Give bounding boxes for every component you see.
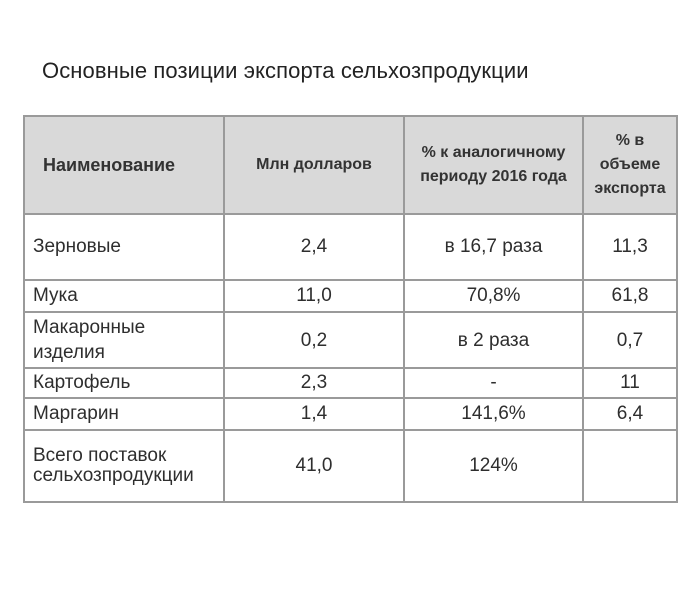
row-pct-export: 61,8 <box>582 279 678 313</box>
row-name: Зерновые <box>23 213 225 281</box>
table-row: Зерновые 2,4 в 16,7 раза 11,3 <box>23 213 678 281</box>
table-body: Зерновые 2,4 в 16,7 раза 11,3 Мука 11,0 … <box>23 213 678 503</box>
table-row: Маргарин 1,4 141,6% 6,4 <box>23 397 678 431</box>
row-pct-vs-2016: 70,8% <box>403 279 584 313</box>
row-pct-export: 6,4 <box>582 397 678 431</box>
row-mln-usd: 2,3 <box>223 367 405 399</box>
table-row: Макаронные изделия 0,2 в 2 раза 0,7 <box>23 311 678 369</box>
table-row: Картофель 2,3 - 11 <box>23 367 678 399</box>
row-mln-usd: 1,4 <box>223 397 405 431</box>
row-pct-export: 0,7 <box>582 311 678 369</box>
table-header: Наименование Млн долларов % к аналогично… <box>23 115 678 215</box>
header-mln-usd: Млн долларов <box>223 115 405 215</box>
total-row: Всего поставок сельхозпродукции 41,0 124… <box>23 429 678 503</box>
row-name: Маргарин <box>23 397 225 431</box>
row-pct-export: 11,3 <box>582 213 678 281</box>
header-pct-export: % в объеме экспорта <box>582 115 678 215</box>
row-pct-export: 11 <box>582 367 678 399</box>
page-title: Основные позиции экспорта сельхозпродукц… <box>42 58 529 83</box>
total-name: Всего поставок сельхозпродукции <box>23 429 225 503</box>
row-pct-vs-2016: - <box>403 367 584 399</box>
row-name: Макаронные изделия <box>23 311 225 369</box>
table-row: Мука 11,0 70,8% 61,8 <box>23 279 678 313</box>
row-mln-usd: 0,2 <box>223 311 405 369</box>
row-pct-vs-2016: в 2 раза <box>403 311 584 369</box>
total-mln-usd: 41,0 <box>223 429 405 503</box>
row-name: Картофель <box>23 367 225 399</box>
row-pct-vs-2016: 141,6% <box>403 397 584 431</box>
header-name: Наименование <box>23 115 225 215</box>
row-mln-usd: 11,0 <box>223 279 405 313</box>
row-pct-vs-2016: в 16,7 раза <box>403 213 584 281</box>
header-pct-vs-2016: % к аналогичному периоду 2016 года <box>403 115 584 215</box>
total-pct-vs-2016: 124% <box>403 429 584 503</box>
total-pct-export <box>582 429 678 503</box>
row-mln-usd: 2,4 <box>223 213 405 281</box>
row-name: Мука <box>23 279 225 313</box>
header-row: Наименование Млн долларов % к аналогично… <box>23 115 678 215</box>
export-table: Наименование Млн долларов % к аналогично… <box>23 115 678 503</box>
